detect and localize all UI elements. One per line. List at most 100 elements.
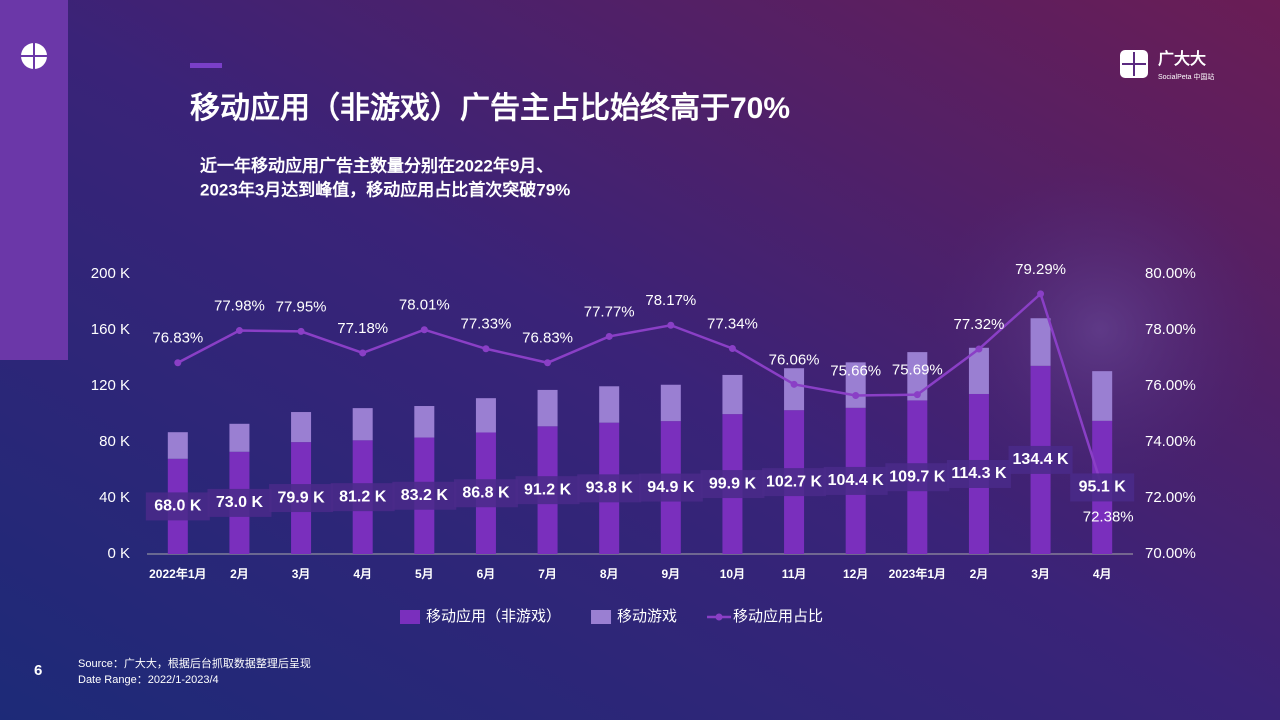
label-box (700, 470, 765, 499)
bar-label: 79.9 K (277, 489, 325, 506)
label-box (885, 463, 950, 492)
bar (352, 408, 373, 441)
share-line (177, 291, 1104, 488)
share-label: 79.29% (1015, 261, 1066, 278)
label-box (1008, 445, 1073, 474)
bar (660, 384, 681, 422)
brand-name: 广大大 (1158, 49, 1206, 68)
x-tick-label: 8月 (600, 567, 619, 581)
label-box (1070, 473, 1135, 502)
share-label: 77.34% (707, 315, 758, 332)
x-tick-label: 10月 (720, 567, 745, 581)
legend-swatch (715, 613, 723, 621)
y-tick-label: 160 K (91, 321, 130, 338)
share-label: 77.32% (954, 316, 1005, 333)
x-tick-label: 5月 (415, 567, 434, 581)
brand-logo (1120, 50, 1148, 78)
bar (1092, 371, 1113, 421)
y-tick-label: 120 K (91, 377, 130, 394)
bar (599, 386, 620, 423)
x-tick-label: 2月 (970, 567, 989, 581)
y2-tick-label: 80.00% (1145, 265, 1196, 282)
legend-label: 移动应用（非游戏） (426, 607, 561, 625)
x-tick-label: 11月 (782, 567, 807, 581)
share-label: 77.33% (461, 316, 512, 333)
legend-swatch (400, 610, 420, 624)
page-number: 6 (34, 662, 42, 679)
y2-tick-label: 78.00% (1145, 321, 1196, 338)
bar-label: 73.0 K (216, 494, 264, 511)
share-point (297, 327, 305, 335)
x-tick-label: 6月 (477, 567, 496, 581)
share-label: 75.66% (830, 362, 881, 379)
title-accent (190, 63, 222, 68)
label-box (145, 492, 210, 521)
y2-tick-label: 72.00% (1145, 489, 1196, 506)
share-point (852, 392, 860, 400)
legend-label: 移动应用占比 (733, 607, 823, 625)
share-label: 77.95% (276, 298, 327, 315)
x-tick-label: 7月 (538, 567, 557, 581)
bar-label: 95.1 K (1079, 479, 1127, 496)
bar-label: 104.4 K (828, 472, 884, 489)
share-label: 75.69% (892, 362, 943, 379)
x-tick-label: 3月 (1031, 567, 1050, 581)
y-tick-label: 80 K (99, 433, 130, 450)
share-point (482, 345, 490, 353)
label-box (330, 483, 395, 512)
bar-label: 134.4 K (1013, 451, 1069, 468)
share-label: 77.98% (214, 298, 265, 315)
y2-tick-label: 76.00% (1145, 377, 1196, 394)
legend-label: 移动游戏 (617, 608, 677, 625)
subtitle: 近一年移动应用广告主数量分别在2022年9月、 (200, 155, 553, 175)
share-point (235, 327, 243, 335)
bar-label: 102.7 K (766, 473, 822, 490)
label-box (269, 484, 334, 513)
share-point (667, 321, 675, 329)
share-point (174, 359, 182, 367)
share-point (605, 332, 613, 340)
x-tick-label: 3月 (292, 567, 311, 581)
bar (475, 398, 496, 433)
share-label: 72.38% (1083, 508, 1134, 525)
x-tick-label: 2022年1月 (149, 566, 206, 581)
x-tick-label: 4月 (1093, 567, 1112, 581)
share-label: 78.17% (645, 292, 696, 309)
y-tick-label: 200 K (91, 265, 130, 282)
bar-label: 109.7 K (889, 468, 945, 485)
bar (537, 389, 558, 427)
share-label: 76.06% (769, 351, 820, 368)
share-point (420, 326, 428, 334)
bar-label: 91.2 K (524, 481, 572, 498)
subtitle: 2023年3月达到峰值，移动应用占比首次突破79% (200, 179, 570, 199)
source: Source：广大大，根据后台抓取数据整理后呈现 (78, 656, 311, 670)
share-point (913, 391, 921, 399)
bar-label: 86.8 K (462, 484, 510, 501)
share-label: 77.77% (584, 303, 635, 320)
title: 移动应用（非游戏）广告主占比始终高于70% (190, 91, 790, 125)
share-point (728, 344, 736, 352)
x-tick-label: 9月 (661, 567, 680, 581)
share-point (975, 345, 983, 353)
logo-icon (21, 43, 47, 69)
label-box (453, 479, 518, 508)
label-box (577, 474, 642, 503)
x-tick-label: 2月 (230, 567, 249, 581)
bar (414, 406, 435, 438)
bar-label: 83.2 K (401, 487, 449, 504)
bar-label: 114.3 K (951, 465, 1007, 482)
share-point (1037, 290, 1045, 298)
brand-sub: SocialPeta 中国站 (1158, 72, 1214, 81)
share-point (359, 349, 367, 357)
bar-label: 93.8 K (586, 480, 634, 497)
bar (229, 423, 250, 452)
share-label: 76.83% (152, 330, 203, 347)
bar (968, 347, 989, 394)
share-label: 78.01% (399, 297, 450, 314)
bar (291, 412, 312, 443)
label-box (515, 476, 580, 505)
y2-tick-label: 70.00% (1145, 545, 1196, 562)
bar (1030, 318, 1051, 366)
label-box (946, 459, 1011, 488)
